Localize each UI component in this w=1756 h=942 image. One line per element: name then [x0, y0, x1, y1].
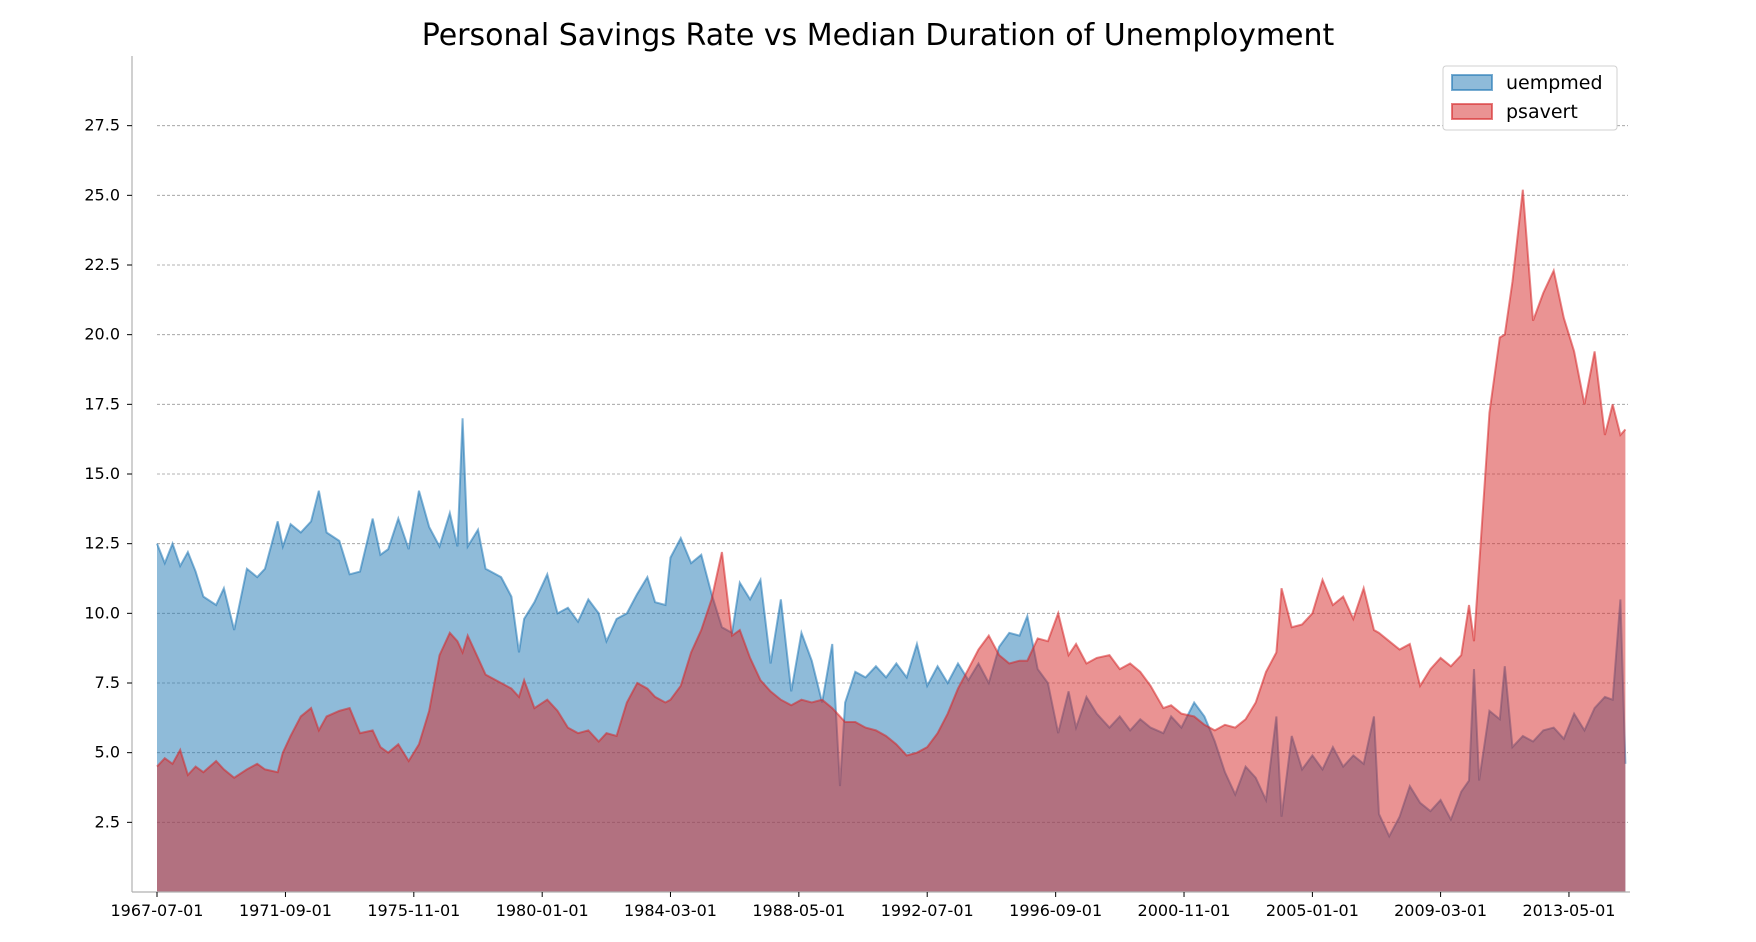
legend: uempmed psavert [1442, 65, 1618, 131]
x-tick-label: 1967-07-01 [111, 901, 204, 920]
y-tick-label: 10.0 [84, 603, 120, 622]
legend-swatch-uempmed [1451, 74, 1493, 91]
legend-label-psavert: psavert [1506, 101, 1578, 123]
y-tick-label: 5.0 [95, 743, 120, 762]
x-ticks: 1967-07-01 1971-09-01 1975-11-01 1980-01-01… [111, 892, 1615, 920]
x-tick-label: 2009-03-01 [1394, 901, 1487, 920]
x-tick-label: 1984-03-01 [624, 901, 717, 920]
x-tick-label: 1988-05-01 [752, 901, 845, 920]
y-tick-label: 25.0 [84, 185, 120, 204]
y-tick-label: 20.0 [84, 325, 120, 344]
y-tick-label: 12.5 [84, 534, 120, 553]
x-tick-label: 2013-05-01 [1522, 901, 1615, 920]
legend-label-uempmed: uempmed [1506, 72, 1603, 94]
x-tick-label: 1992-07-01 [881, 901, 974, 920]
line-psavert [156, 189, 1627, 779]
y-ticks: 2.5 5.0 7.5 10.0 12.5 15.0 17.5 20.0 22.5 25.0 27.… [84, 116, 132, 831]
y-tick-label: 7.5 [95, 673, 120, 692]
x-tick-label: 2005-01-01 [1266, 901, 1359, 920]
x-tick-label: 1980-01-01 [496, 901, 589, 920]
y-tick-label: 17.5 [84, 394, 120, 413]
area-psavert [157, 189, 1626, 892]
chart-title: Personal Savings Rate vs Median Duration… [422, 18, 1335, 53]
y-tick-label: 2.5 [95, 812, 120, 831]
x-tick-label: 1971-09-01 [239, 901, 332, 920]
area-layer [156, 189, 1627, 892]
legend-swatch-psavert [1451, 103, 1493, 120]
x-tick-label: 1996-09-01 [1009, 901, 1102, 920]
x-tick-label: 2000-11-01 [1138, 901, 1231, 920]
y-tick-label: 27.5 [84, 116, 120, 135]
x-tick-label: 1975-11-01 [367, 901, 460, 920]
y-tick-label: 22.5 [84, 255, 120, 274]
y-tick-label: 15.0 [84, 464, 120, 483]
